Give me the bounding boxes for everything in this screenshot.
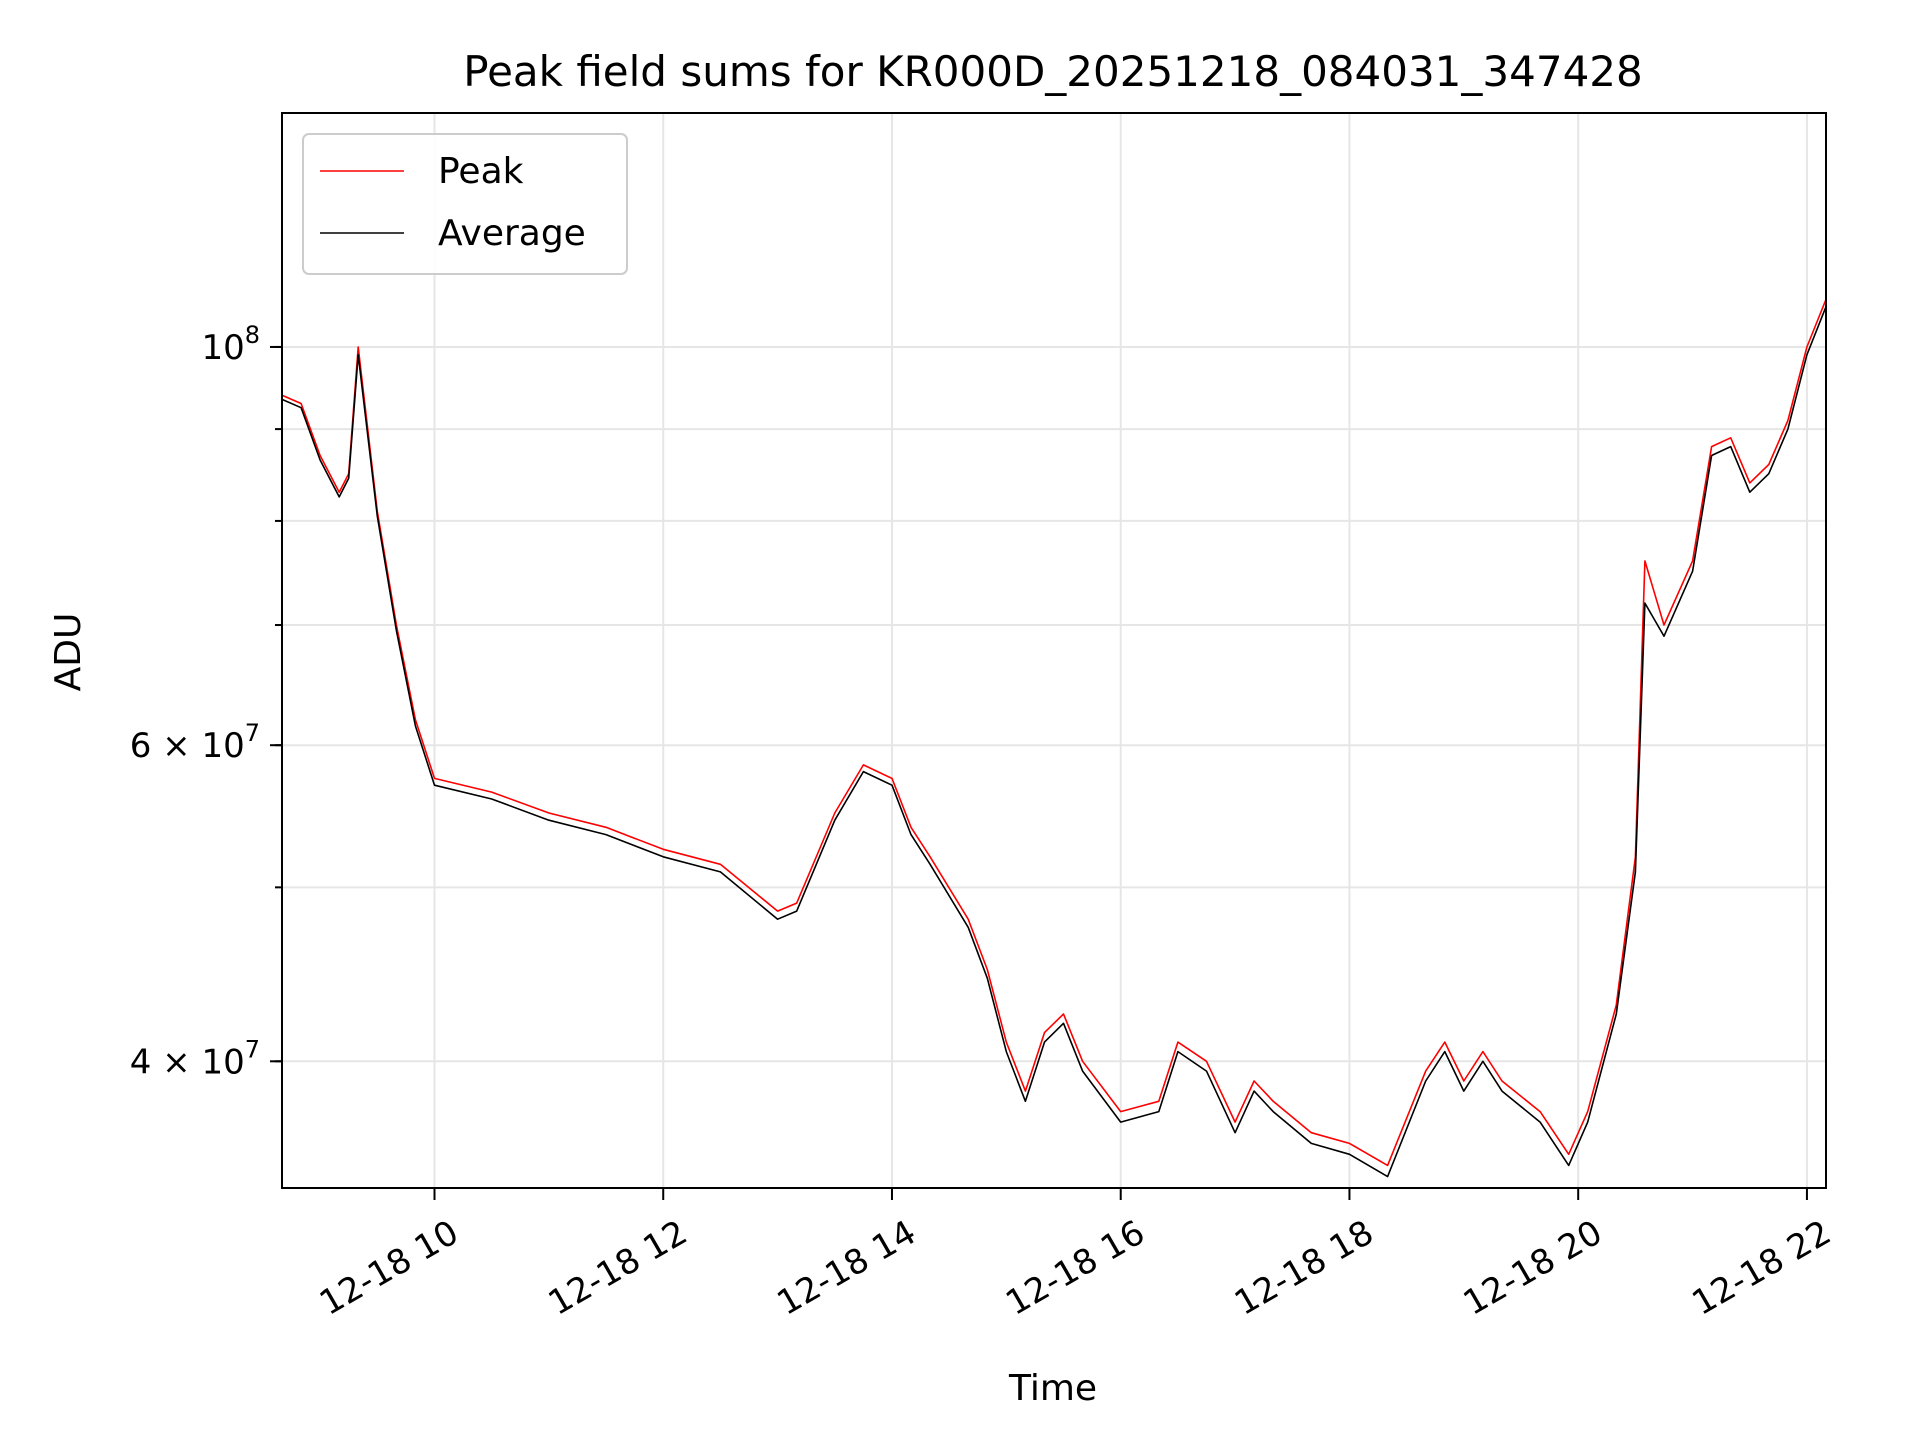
plot-area-frame: [281, 112, 1827, 1189]
series-line-average: [282, 304, 1826, 1178]
y-tick-label-0: 4 × 107: [130, 1035, 260, 1082]
legend-label-average: Average: [438, 213, 586, 254]
legend: Peak Average: [302, 133, 628, 275]
series-line-peak: [282, 297, 1826, 1167]
series-layer: [282, 297, 1826, 1178]
y-axis-ticks: 4 × 107 6 × 107 108: [130, 321, 282, 1082]
legend-label-peak: Peak: [438, 151, 524, 192]
y-tick-label-2: 108: [201, 321, 260, 368]
y-tick-label-1: 6 × 107: [130, 719, 260, 766]
grid: [282, 113, 1826, 1188]
y-axis-label: ADU: [48, 613, 89, 692]
x-axis-label: Time: [1008, 1368, 1097, 1409]
chart-title: Peak field sums for KR000D_20251218_0840…: [463, 47, 1642, 96]
legend-box: [302, 133, 628, 275]
